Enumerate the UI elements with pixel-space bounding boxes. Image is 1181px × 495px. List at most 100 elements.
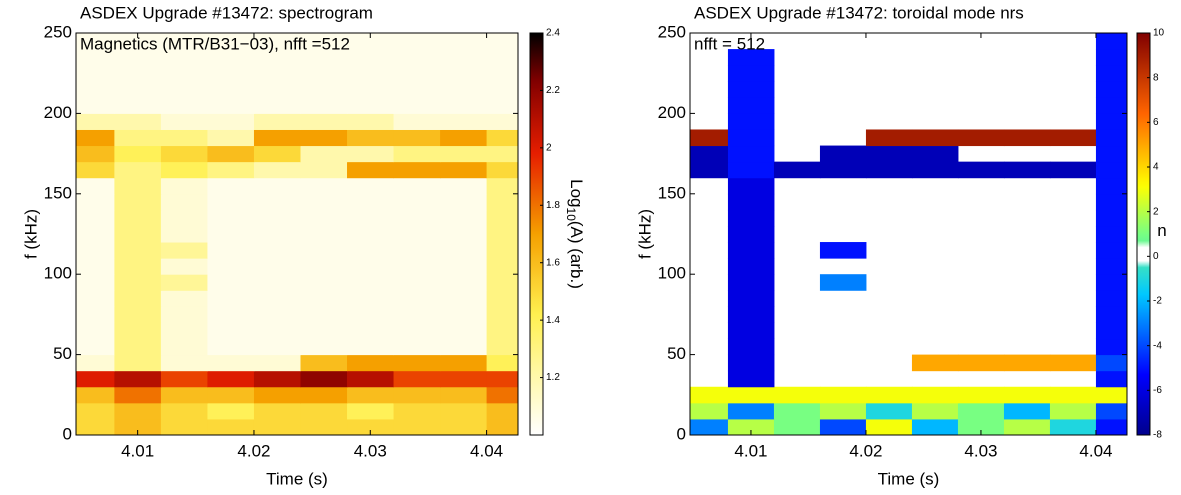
heat-cell	[300, 209, 348, 227]
x-tick-label: 4.03	[354, 441, 387, 460]
colorbar-label-part: n	[1157, 221, 1166, 240]
colorbar	[1136, 32, 1151, 436]
colorbar-tick-label: -4	[1153, 340, 1162, 351]
heat-cell	[727, 306, 775, 323]
heat-cell	[393, 258, 441, 275]
heat-cell	[347, 242, 395, 259]
heat-cell	[207, 402, 255, 420]
heat-cell	[253, 97, 301, 114]
heat-cell	[114, 145, 162, 163]
heat-cell	[440, 306, 488, 323]
heat-cell	[160, 193, 208, 211]
heat-cell	[160, 386, 208, 404]
heat-cell	[207, 386, 255, 404]
heat-cell	[300, 402, 348, 420]
heat-cell	[393, 129, 441, 147]
heat-cell	[440, 97, 488, 114]
heat-cell	[253, 418, 301, 435]
heat-cell	[486, 177, 518, 195]
heat-cell	[160, 97, 208, 114]
heat-cell	[690, 418, 729, 435]
heat-cell	[1049, 418, 1097, 435]
heat-cell	[160, 177, 208, 195]
heat-cell	[253, 145, 301, 163]
y-tick-label: 150	[44, 183, 72, 202]
heat-cell	[393, 338, 441, 356]
heat-cell	[160, 338, 208, 356]
colorbar	[529, 32, 544, 436]
heat-cell	[440, 258, 488, 275]
heat-cell	[727, 193, 775, 211]
heat-cell	[486, 193, 518, 211]
heat-cell	[300, 338, 348, 356]
heat-cell	[160, 145, 208, 163]
heat-cell	[773, 161, 821, 179]
heat-cell	[393, 386, 441, 404]
heat-cell	[393, 209, 441, 227]
heat-cell	[1049, 354, 1097, 372]
heat-cell	[957, 129, 1005, 147]
heat-cell	[207, 354, 255, 372]
heat-cell	[114, 49, 162, 66]
heat-cell	[440, 113, 488, 130]
x-tick-label: 4.02	[237, 441, 270, 460]
heat-cell	[300, 386, 348, 404]
heat-cell	[253, 225, 301, 243]
colorbar-tick-label: 1.2	[546, 372, 560, 383]
heat-cell	[865, 145, 913, 163]
colorbar-tick-label: -2	[1153, 296, 1162, 307]
heat-cell	[1003, 354, 1051, 372]
heat-cell	[76, 225, 115, 243]
heat-cell	[347, 274, 395, 291]
heat-cell	[207, 370, 255, 388]
heat-cell	[690, 161, 729, 179]
heat-cell	[393, 370, 441, 388]
heat-cell	[486, 225, 518, 243]
heat-cell	[347, 33, 395, 50]
heat-cell	[1095, 209, 1127, 227]
heat-cell	[957, 418, 1005, 435]
heat-cell	[1003, 402, 1051, 420]
heat-cell	[486, 290, 518, 307]
heat-cell	[347, 49, 395, 66]
colorbar-label-part: 10	[564, 208, 578, 222]
heat-cell	[160, 322, 208, 340]
x-axis-label: Time (s)	[266, 469, 328, 488]
colorbar-label-part: (A) (arb.)	[567, 221, 586, 289]
heat-cell	[253, 386, 301, 404]
heat-cell	[300, 258, 348, 275]
heat-cell	[727, 370, 775, 388]
heat-cell	[114, 370, 162, 388]
heat-cell	[727, 338, 775, 356]
heat-cell	[347, 290, 395, 307]
heat-cell	[253, 49, 301, 66]
heat-cell	[819, 242, 867, 259]
heat-cell	[486, 418, 518, 435]
heat-cell	[160, 225, 208, 243]
heat-cell	[76, 258, 115, 275]
heat-cell	[727, 177, 775, 195]
x-tick-label: 4.02	[849, 441, 882, 460]
heat-cell	[486, 145, 518, 163]
heat-cell	[1095, 386, 1127, 404]
heat-cell	[486, 242, 518, 259]
heat-cell	[393, 402, 441, 420]
heat-cell	[300, 33, 348, 50]
heat-cell	[1095, 65, 1127, 82]
heat-cell	[160, 290, 208, 307]
heat-cell	[253, 161, 301, 179]
heat-cell	[114, 322, 162, 340]
heat-cell	[76, 418, 115, 435]
heat-cell	[440, 418, 488, 435]
x-tick-label: 4.01	[121, 441, 154, 460]
y-tick-label: 0	[677, 424, 686, 443]
heat-cell	[486, 306, 518, 323]
heat-cell	[393, 322, 441, 340]
heat-cell	[114, 386, 162, 404]
heat-cell	[486, 97, 518, 114]
y-tick-label: 200	[44, 103, 72, 122]
heat-cell	[911, 145, 959, 163]
heat-cell	[253, 33, 301, 50]
heat-cell	[114, 418, 162, 435]
heat-cell	[347, 113, 395, 130]
